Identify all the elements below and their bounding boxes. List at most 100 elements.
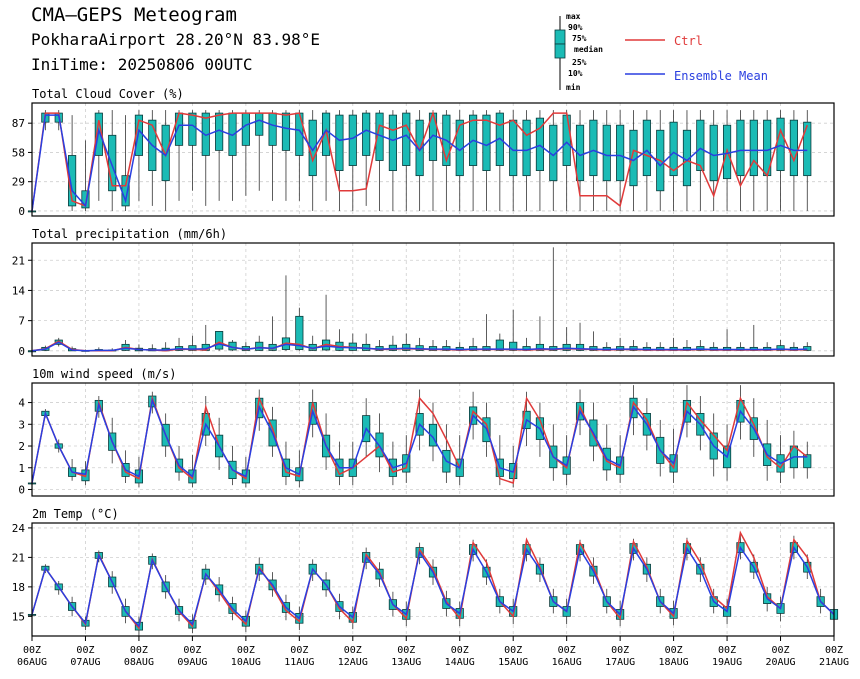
y-tick-label: 1: [18, 462, 25, 475]
box: [535, 117, 545, 171]
ensemble-mean-line: [31, 341, 808, 352]
box: [616, 124, 625, 182]
legend-box-label-6: min: [566, 82, 581, 92]
y-tick-label: 2: [18, 440, 25, 453]
box: [803, 454, 812, 469]
ensemble-mean-line: [31, 114, 808, 212]
x-tick-date: 14AUG: [445, 657, 475, 668]
x-tick-hour: 00Z: [611, 645, 629, 656]
x-tick-date: 18AUG: [659, 657, 689, 668]
x-tick-hour: 00Z: [397, 645, 415, 656]
x-tick-hour: 00Z: [665, 645, 683, 656]
x-tick-date: 19AUG: [712, 657, 742, 668]
x-tick-hour: 00Z: [237, 645, 255, 656]
box: [268, 112, 277, 146]
box: [776, 117, 785, 171]
legend-box-label-1: 90%: [568, 23, 583, 32]
legend-ctrl-label: Ctrl: [674, 34, 703, 48]
box: [776, 345, 785, 351]
x-tick-hour: 00Z: [23, 645, 41, 656]
legend-mean-label: Ensemble Mean: [674, 69, 768, 83]
box: [388, 344, 397, 351]
x-tick-date: 16AUG: [552, 657, 582, 668]
box: [402, 112, 411, 166]
panel-title-2: 10m wind speed (m/s): [32, 367, 177, 381]
box: [188, 112, 197, 146]
x-tick-date: 08AUG: [124, 657, 154, 668]
x-tick-hour: 00Z: [130, 645, 148, 656]
panel-frame: [31, 522, 835, 637]
box: [589, 119, 598, 177]
y-tick-label: 21: [12, 551, 25, 564]
x-tick-date: 10AUG: [231, 657, 261, 668]
box: [308, 119, 317, 177]
x-tick-hour: 00Z: [290, 645, 308, 656]
box: [642, 119, 651, 177]
y-tick-label: 24: [12, 522, 26, 535]
legend-box-label-4: 25%: [572, 58, 587, 67]
x-tick-date: 09AUG: [177, 657, 207, 668]
y-tick-label: 4: [18, 397, 25, 410]
box: [669, 121, 678, 177]
y-tick-label: 58: [12, 146, 25, 159]
box: [562, 343, 571, 351]
legend-box-lower: [554, 43, 566, 59]
box: [348, 114, 357, 166]
x-tick-date: 21AUG: [819, 657, 849, 668]
box: [696, 119, 705, 171]
box: [709, 124, 718, 182]
x-tick-date: 06AUG: [17, 657, 47, 668]
box: [241, 112, 250, 146]
legend-box-label-2: 75%: [572, 34, 587, 43]
y-tick-label: 18: [12, 581, 25, 594]
chart-title: CMA—GEPS Meteogram: [31, 4, 237, 26]
x-tick-hour: 00Z: [718, 645, 736, 656]
panel-frame: [31, 382, 835, 497]
x-tick-hour: 00Z: [451, 645, 469, 656]
legend-box-label-5: 10%: [568, 69, 583, 78]
init-time: IniTime: 20250806 00UTC: [31, 55, 253, 74]
x-tick-date: 20AUG: [765, 657, 795, 668]
x-tick-date: 11AUG: [284, 657, 314, 668]
box: [388, 114, 397, 171]
box: [81, 190, 90, 209]
box: [188, 345, 197, 351]
legend-box-label-0: max: [566, 12, 581, 21]
x-tick-hour: 00Z: [183, 645, 201, 656]
station-location: PokharaAirport 28.20°N 83.98°E: [31, 30, 320, 49]
x-tick-hour: 00Z: [76, 645, 94, 656]
box: [535, 343, 545, 351]
x-tick-hour: 00Z: [504, 645, 522, 656]
box: [428, 423, 438, 447]
y-tick-label: 0: [18, 205, 25, 218]
panel-title-0: Total Cloud Cover (%): [32, 87, 184, 101]
x-tick-hour: 00Z: [558, 645, 576, 656]
x-tick-date: 17AUG: [605, 657, 635, 668]
x-tick-date: 15AUG: [498, 657, 528, 668]
box: [575, 343, 585, 351]
ensemble-mean-line: [31, 545, 835, 628]
box: [522, 119, 531, 177]
box: [749, 119, 758, 177]
box: [402, 343, 411, 351]
box: [602, 124, 611, 182]
box: [789, 119, 798, 177]
panel-title-3: 2m Temp (°C): [32, 507, 119, 521]
legend-box-upper: [554, 29, 566, 45]
y-tick-label: 14: [12, 284, 26, 297]
x-tick-hour: 00Z: [344, 645, 362, 656]
x-tick-date: 12AUG: [338, 657, 368, 668]
y-tick-label: 15: [12, 610, 25, 623]
x-tick-hour: 00Z: [772, 645, 790, 656]
box: [215, 331, 224, 350]
box: [255, 112, 264, 136]
box: [255, 341, 264, 351]
box: [281, 112, 291, 151]
box: [295, 315, 304, 350]
box: [575, 124, 585, 182]
box: [482, 114, 491, 171]
box: [736, 119, 745, 177]
box: [562, 114, 571, 166]
y-tick-label: 3: [18, 418, 25, 431]
box: [321, 112, 331, 156]
